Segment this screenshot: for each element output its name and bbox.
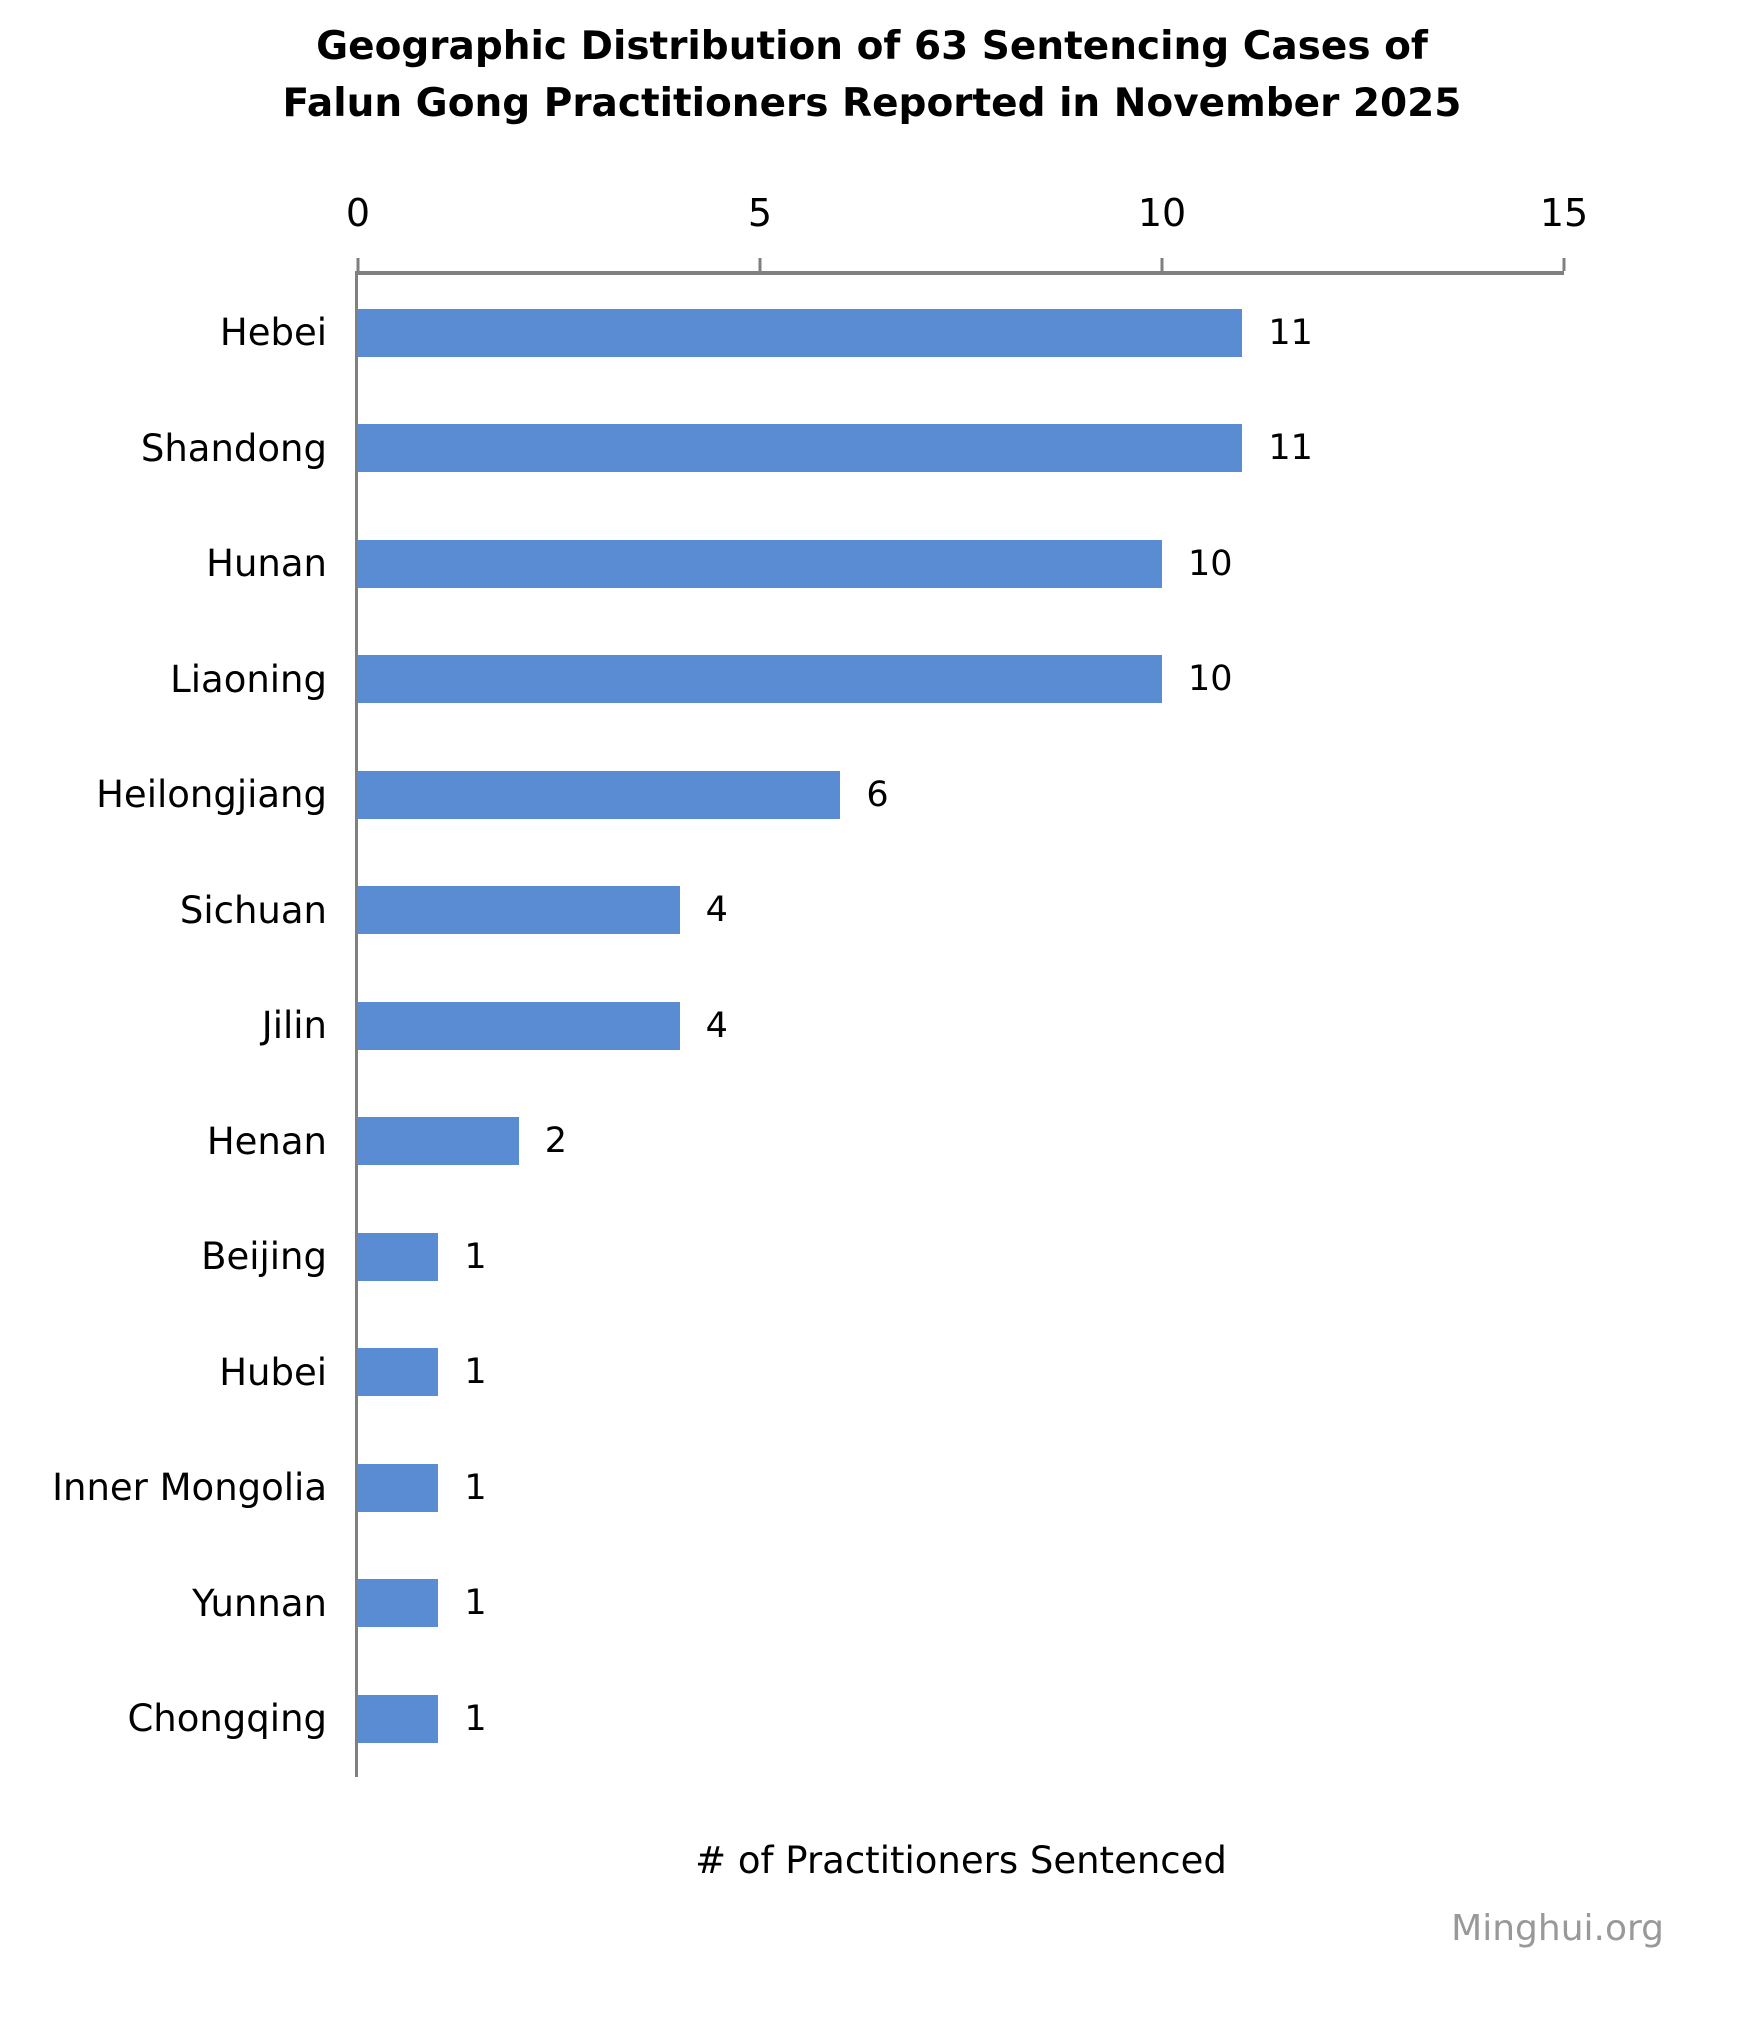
- bar-row-inner-mongolia: Inner Mongolia 1: [52, 1430, 1564, 1546]
- bar: [358, 886, 680, 935]
- bar-row-yunnan: Yunnan 1: [192, 1546, 1564, 1662]
- bar-row-heilongjiang: Heilongjiang 6: [96, 737, 1564, 853]
- data-label: 1: [464, 1352, 487, 1393]
- x-tick-label-15: 15: [1539, 191, 1589, 235]
- bar: [358, 1463, 439, 1512]
- bar: [358, 1001, 680, 1050]
- source-credit: Minghui.org: [1451, 1907, 1664, 1949]
- bar-row-hubei: Hubei 1: [219, 1315, 1564, 1431]
- data-label: 1: [464, 1236, 487, 1277]
- plot-area: 0 5 10 15 Hebei 11 Shandong 11 Hunan 10 Liaoning 1…: [52, 159, 1588, 1777]
- chart-title: Geographic Distribution of 63 Sentencing…: [0, 18, 1744, 132]
- bar: [358, 1348, 439, 1397]
- bar: [358, 539, 1162, 588]
- x-tick-mark-0: [356, 258, 360, 271]
- bar-row-henan: Henan 2: [207, 1084, 1564, 1200]
- data-label: 10: [1188, 659, 1233, 700]
- bar: [358, 1232, 439, 1281]
- data-label: 1: [464, 1467, 487, 1508]
- category-label: Henan: [206, 1119, 327, 1163]
- category-label: Yunnan: [192, 1581, 327, 1625]
- bar: [358, 424, 1243, 473]
- bar: [358, 1694, 439, 1743]
- category-label: Shandong: [140, 426, 327, 470]
- x-tick-mark-10: [1160, 258, 1164, 271]
- data-label: 11: [1268, 428, 1313, 469]
- category-label: Hebei: [219, 311, 327, 355]
- bar: [358, 770, 841, 819]
- data-label: 6: [866, 774, 889, 815]
- data-label: 1: [464, 1583, 487, 1624]
- bar-row-chongqing: Chongqing 1: [127, 1661, 1564, 1777]
- bar-chart: 0 5 10 15 Hebei 11 Shandong 11 Hunan 10 Liaoning 1…: [0, 159, 1744, 1777]
- bar: [358, 1117, 519, 1166]
- bar: [358, 308, 1243, 357]
- category-label: Hubei: [219, 1350, 327, 1394]
- bar-row-hebei: Hebei 11: [220, 275, 1564, 391]
- x-tick-label-0: 0: [345, 191, 371, 235]
- category-label: Beijing: [201, 1235, 327, 1279]
- category-label: Jilin: [261, 1004, 327, 1048]
- x-tick-mark-15: [1562, 258, 1566, 271]
- category-label: Sichuan: [179, 888, 327, 932]
- data-label: 4: [705, 1005, 728, 1046]
- category-label: Liaoning: [170, 657, 327, 701]
- data-label: 2: [544, 1121, 568, 1162]
- x-tick-mark-5: [758, 258, 762, 271]
- x-tick-label-5: 5: [747, 191, 773, 235]
- bar-row-beijing: Beijing 1: [201, 1199, 1564, 1315]
- category-label: Hunan: [206, 542, 327, 586]
- category-label: Inner Mongolia: [52, 1466, 327, 1510]
- category-label: Chongqing: [127, 1697, 327, 1741]
- bar-row-shandong: Shandong 11: [141, 391, 1564, 507]
- data-label: 4: [705, 890, 728, 931]
- bar-row-liaoning: Liaoning 10: [170, 622, 1564, 738]
- bar-row-sichuan: Sichuan 4: [180, 853, 1564, 969]
- x-tick-label-10: 10: [1137, 191, 1187, 235]
- x-axis-top: 0 5 10 15: [346, 159, 1588, 271]
- bar-row-hunan: Hunan 10: [206, 506, 1564, 622]
- x-axis-title: # of Practitioners Sentenced: [695, 1838, 1227, 1882]
- category-label: Heilongjiang: [96, 773, 327, 817]
- bar: [358, 655, 1162, 704]
- data-label: 1: [464, 1698, 487, 1739]
- bar: [358, 1579, 439, 1628]
- data-label: 10: [1188, 543, 1233, 584]
- data-label: 11: [1268, 312, 1313, 353]
- bar-rows: Hebei 11 Shandong 11 Hunan 10 Liaoning 10 Heilon…: [52, 271, 1564, 1777]
- bar-row-jilin: Jilin 4: [262, 968, 1564, 1084]
- chart-title-line1: Geographic Distribution of 63 Sentencing…: [316, 24, 1428, 69]
- chart-title-line2: Falun Gong Practitioners Reported in Nov…: [282, 81, 1462, 126]
